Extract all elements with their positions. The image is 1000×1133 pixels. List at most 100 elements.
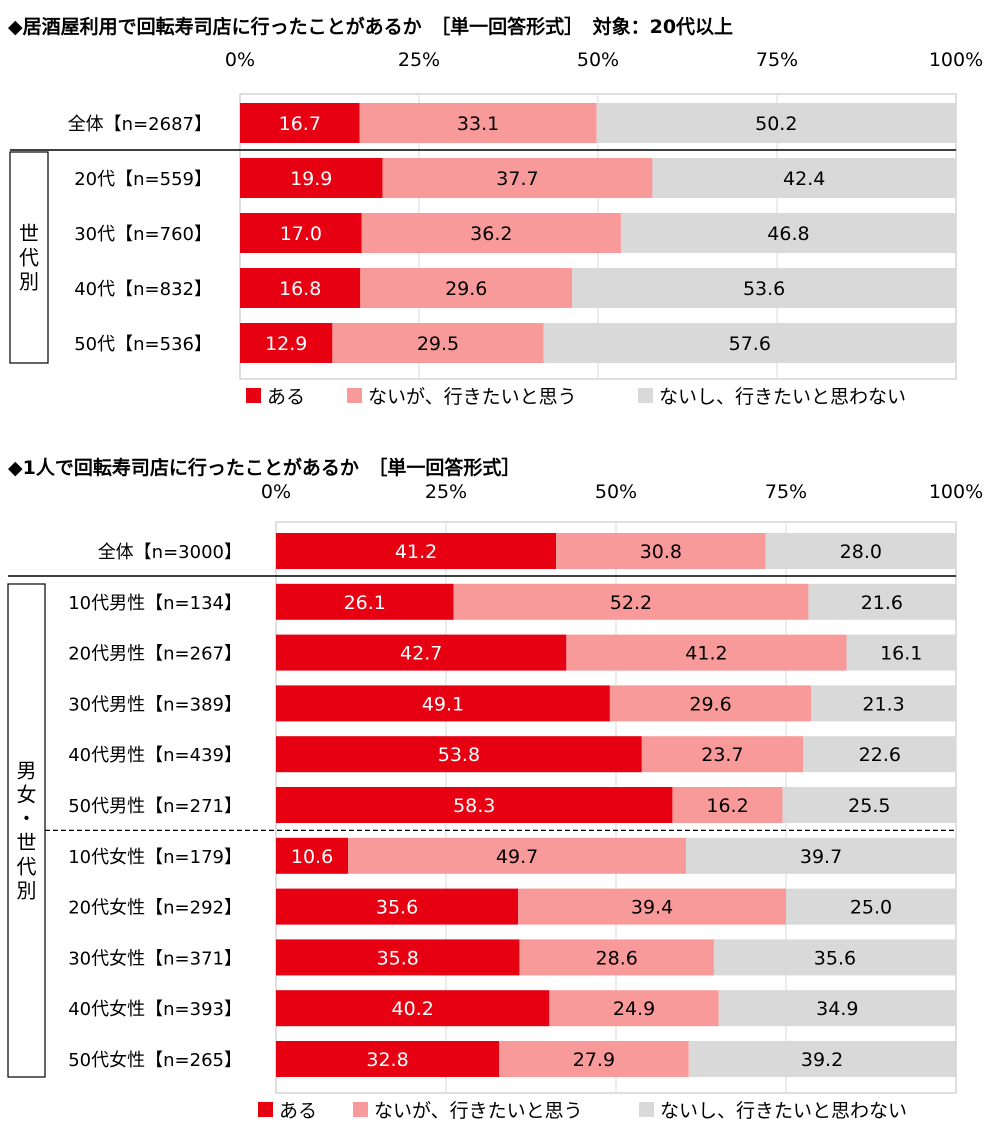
- bar-segment: [332, 323, 544, 363]
- data-label: 19.9: [290, 168, 332, 190]
- data-label: 41.2: [395, 541, 437, 563]
- bar-segment: [240, 213, 362, 253]
- chart1-title: ◆居酒屋利用で回転寿司店に行ったことがあるか ［単一回答形式］ 対象：20代以上: [8, 16, 734, 38]
- bar-segment: [713, 939, 956, 976]
- legend-label: ないし、行きたいと思わない: [660, 1100, 908, 1122]
- legend-swatch-nai-omowanai: [638, 388, 653, 403]
- category-label: 20代女性【n=292】: [68, 898, 242, 919]
- group-label-box: [9, 151, 49, 364]
- data-label: 53.6: [743, 278, 785, 300]
- data-label: 29.6: [689, 693, 731, 715]
- category-label: 40代【n=832】: [74, 279, 212, 300]
- bar-segment: [652, 158, 956, 198]
- legend-item-nai-ikitai: ないが、行きたいと思う: [347, 382, 577, 409]
- data-label: 50.2: [755, 113, 797, 135]
- category-label: 50代男性【n=271】: [68, 796, 242, 817]
- x-tick-label: 50%: [577, 49, 619, 71]
- data-label: 42.7: [400, 643, 442, 665]
- bar-segment: [596, 103, 956, 143]
- bar-segment: [566, 634, 847, 671]
- bar-segment: [382, 158, 653, 198]
- x-tick-label: 25%: [425, 481, 467, 503]
- category-label: 全体【n=3000】: [98, 542, 242, 563]
- bar-segment: [240, 268, 361, 308]
- data-label: 27.9: [573, 1049, 615, 1071]
- group-label-char: ・: [17, 807, 37, 831]
- data-label: 28.0: [840, 541, 882, 563]
- data-label: 39.7: [800, 846, 842, 868]
- group-label-char: 女: [17, 783, 37, 807]
- data-label: 23.7: [701, 744, 743, 766]
- bar-segment: [276, 939, 520, 976]
- bar-segment: [276, 837, 349, 874]
- data-label: 57.6: [729, 333, 771, 355]
- bar-segment: [519, 939, 714, 976]
- data-label: 49.1: [422, 693, 464, 715]
- legend-swatch-aru: [258, 1102, 273, 1117]
- category-label: 40代男性【n=439】: [68, 745, 242, 766]
- data-label: 35.6: [376, 897, 418, 919]
- data-label: 29.6: [445, 278, 487, 300]
- data-label: 49.7: [496, 846, 538, 868]
- bar-segment: [556, 533, 766, 569]
- data-label: 24.9: [613, 998, 655, 1020]
- data-label: 33.1: [457, 113, 499, 135]
- bar-segment: [240, 323, 333, 363]
- x-tick-label: 100%: [929, 49, 983, 71]
- group-label-char: 別: [19, 270, 39, 294]
- category-label: 30代【n=760】: [74, 224, 212, 245]
- category-label: 20代男性【n=267】: [68, 644, 242, 665]
- bar-segment: [361, 213, 621, 253]
- bar-segment: [276, 583, 454, 620]
- data-label: 25.0: [850, 897, 892, 919]
- x-tick-label: 75%: [756, 49, 798, 71]
- bar-segment: [672, 787, 783, 823]
- chart2-legend: ある ないが、行きたいと思う ないし、行きたいと思わない: [0, 1096, 1000, 1124]
- data-label: 34.9: [816, 998, 858, 1020]
- data-label: 16.7: [279, 113, 321, 135]
- legend-label: ある: [267, 386, 306, 408]
- bar-segment: [549, 990, 719, 1027]
- legend-label: ないし、行きたいと思わない: [659, 386, 907, 408]
- category-label: 10代女性【n=179】: [68, 847, 242, 868]
- bar-segment: [811, 685, 956, 722]
- data-label: 21.6: [861, 592, 903, 614]
- data-label: 37.7: [496, 168, 538, 190]
- category-label: 10代男性【n=134】: [68, 593, 242, 614]
- bar-segment: [276, 736, 642, 773]
- chart2-title: ◆1人で回転寿司店に行ったことがあるか ［単一回答形式］: [8, 457, 521, 479]
- data-label: 28.6: [596, 947, 638, 969]
- category-label: 30代女性【n=371】: [68, 948, 242, 969]
- x-tick-label: 0%: [261, 481, 291, 503]
- data-label: 35.8: [377, 947, 419, 969]
- data-label: 26.1: [344, 592, 386, 614]
- bar-segment: [276, 533, 557, 569]
- bar-segment: [609, 685, 812, 722]
- group-label-char: 世: [19, 222, 39, 246]
- bar-segment: [803, 736, 957, 773]
- bar-segment: [808, 583, 956, 620]
- bar-segment: [276, 685, 610, 722]
- data-label: 29.5: [417, 333, 459, 355]
- group-label-char: 代: [19, 246, 39, 270]
- legend-label: ないが、行きたいと思う: [368, 386, 577, 408]
- bar-segment: [572, 268, 956, 308]
- category-label: 30代男性【n=389】: [68, 694, 242, 715]
- data-label: 53.8: [438, 744, 480, 766]
- legend-label: ないが、行きたいと思う: [374, 1100, 583, 1122]
- data-label: 41.2: [685, 643, 727, 665]
- bar-segment: [276, 787, 673, 823]
- data-label: 42.4: [783, 168, 825, 190]
- data-label: 35.6: [814, 947, 856, 969]
- data-label: 32.8: [366, 1049, 408, 1071]
- data-label: 16.1: [880, 643, 922, 665]
- category-label: 40代女性【n=393】: [68, 999, 242, 1020]
- chart1-legend: ある ないが、行きたいと思う ないし、行きたいと思わない: [0, 382, 1000, 410]
- bar-segment: [276, 888, 519, 925]
- legend-swatch-nai-ikitai: [347, 388, 362, 403]
- x-tick-label: 75%: [765, 481, 807, 503]
- data-label: 58.3: [453, 795, 495, 817]
- bar-segment: [620, 213, 956, 253]
- data-label: 40.2: [392, 998, 434, 1020]
